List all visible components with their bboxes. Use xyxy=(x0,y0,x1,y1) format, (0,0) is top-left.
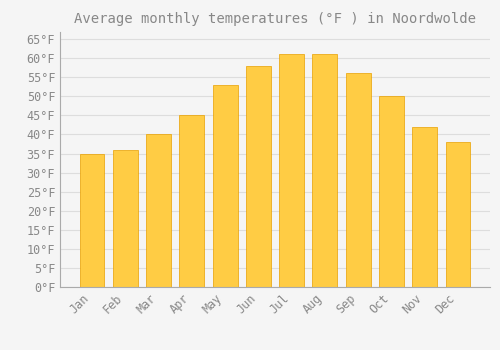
Bar xyxy=(246,66,271,287)
Bar xyxy=(212,85,238,287)
Bar xyxy=(180,116,204,287)
Bar xyxy=(279,54,304,287)
Bar xyxy=(113,150,138,287)
Title: Average monthly temperatures (°F ) in Noordwolde: Average monthly temperatures (°F ) in No… xyxy=(74,12,476,26)
Bar xyxy=(146,134,171,287)
Bar xyxy=(80,154,104,287)
Bar xyxy=(312,54,338,287)
Bar xyxy=(446,142,470,287)
Bar xyxy=(346,74,370,287)
Bar xyxy=(412,127,437,287)
Bar xyxy=(379,96,404,287)
